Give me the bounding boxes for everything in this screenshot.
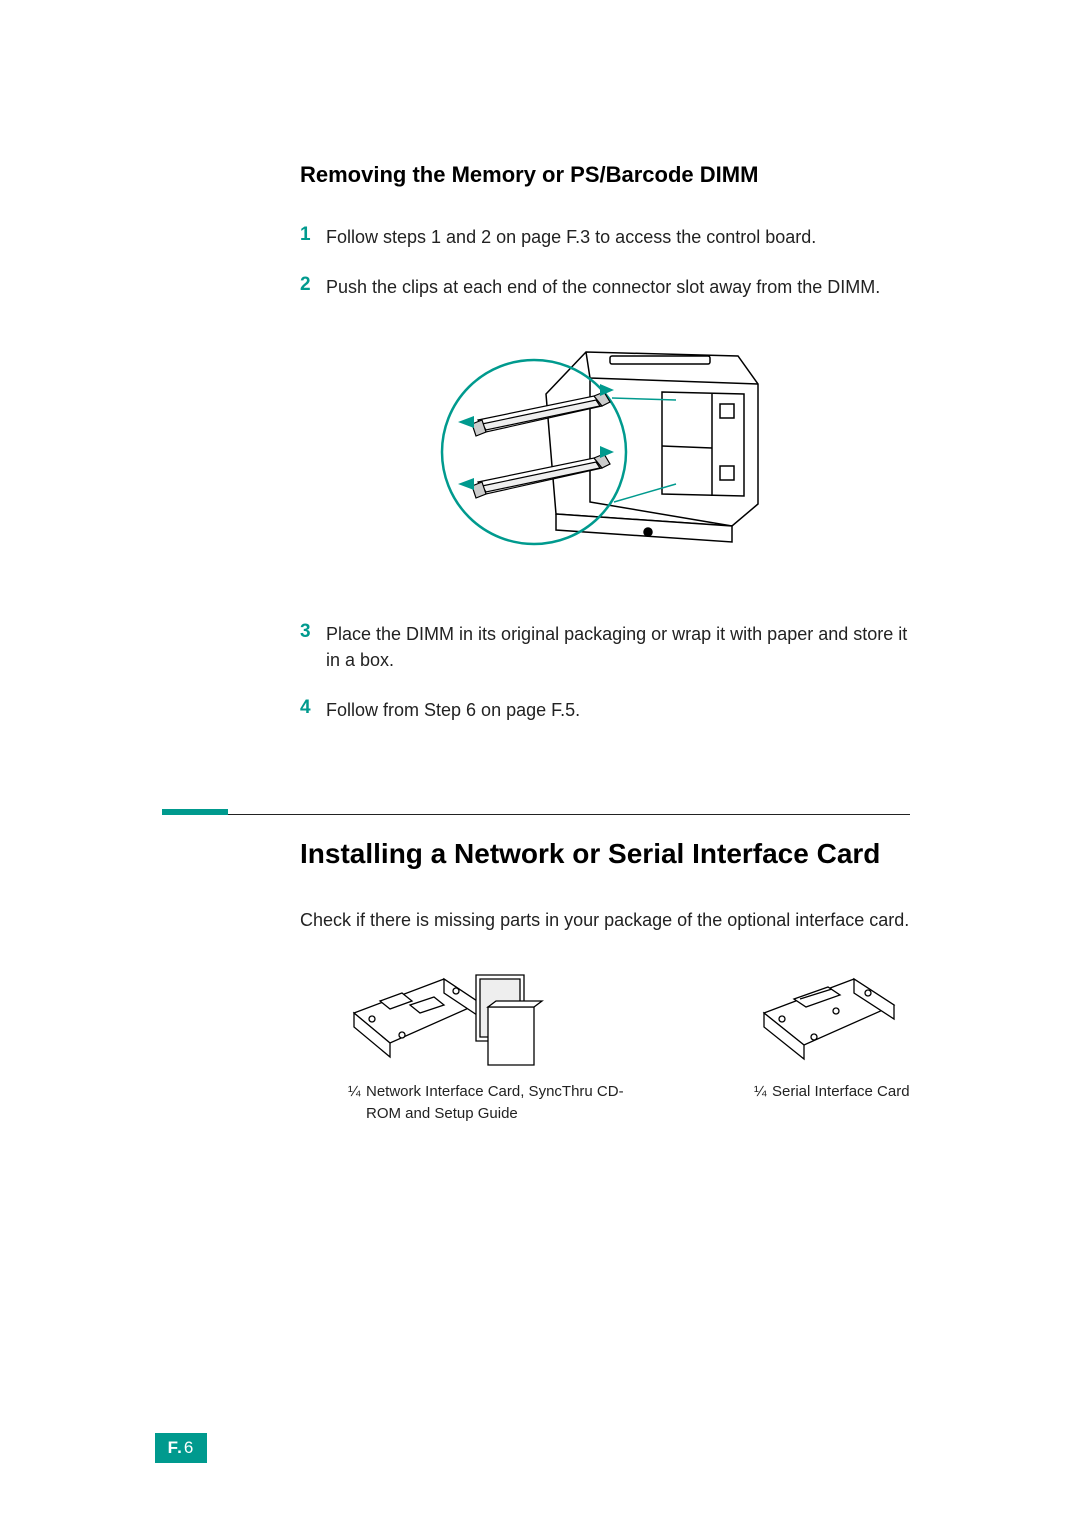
- section-heading: Installing a Network or Serial Interface…: [300, 835, 910, 873]
- caption-symbol: ¼: [348, 1081, 366, 1103]
- step-3: 3 Place the DIMM in its original packagi…: [300, 621, 910, 673]
- step-number: 1: [300, 224, 326, 246]
- step-2: 2 Push the clips at each end of the conn…: [300, 274, 910, 300]
- steps-list-2: 3 Place the DIMM in its original packagi…: [300, 621, 910, 723]
- network-card-caption: ¼ Network Interface Card, SyncThru CD-RO…: [348, 1081, 658, 1125]
- network-card-figure: [348, 965, 544, 1067]
- network-card-column: ¼ Network Interface Card, SyncThru CD-RO…: [348, 965, 658, 1125]
- caption-text: Network Interface Card, SyncThru CD-ROM …: [366, 1081, 658, 1125]
- step-number: 2: [300, 274, 326, 296]
- step-text: Push the clips at each end of the connec…: [326, 274, 880, 300]
- serial-card-caption: ¼ Serial Interface Card: [754, 1081, 910, 1103]
- caption-text: Serial Interface Card: [772, 1081, 910, 1103]
- step-4: 4 Follow from Step 6 on page F.5.: [300, 697, 910, 723]
- interface-cards-row: ¼ Network Interface Card, SyncThru CD-RO…: [348, 965, 910, 1125]
- serial-card-figure: [754, 965, 910, 1067]
- page-content: Removing the Memory or PS/Barcode DIMM 1…: [300, 160, 910, 1125]
- section-divider: Installing a Network or Serial Interface…: [162, 809, 910, 873]
- steps-list: 1 Follow steps 1 and 2 on page F.3 to ac…: [300, 224, 910, 300]
- step-1: 1 Follow steps 1 and 2 on page F.3 to ac…: [300, 224, 910, 250]
- printer-dimm-figure: [426, 334, 794, 586]
- serial-card-column: ¼ Serial Interface Card: [754, 965, 910, 1125]
- divider-accent: [162, 809, 228, 815]
- divider-line: [228, 814, 910, 815]
- step-text: Follow from Step 6 on page F.5.: [326, 697, 580, 723]
- page-num: 6: [184, 1438, 194, 1458]
- step-number: 3: [300, 621, 326, 643]
- caption-symbol: ¼: [754, 1081, 772, 1103]
- page-prefix: F.: [168, 1438, 183, 1458]
- page-number-badge: F.6: [155, 1433, 207, 1463]
- subheading: Removing the Memory or PS/Barcode DIMM: [300, 160, 910, 190]
- intro-paragraph: Check if there is missing parts in your …: [300, 907, 910, 933]
- step-text: Place the DIMM in its original packaging…: [326, 621, 910, 673]
- step-number: 4: [300, 697, 326, 719]
- step-text: Follow steps 1 and 2 on page F.3 to acce…: [326, 224, 816, 250]
